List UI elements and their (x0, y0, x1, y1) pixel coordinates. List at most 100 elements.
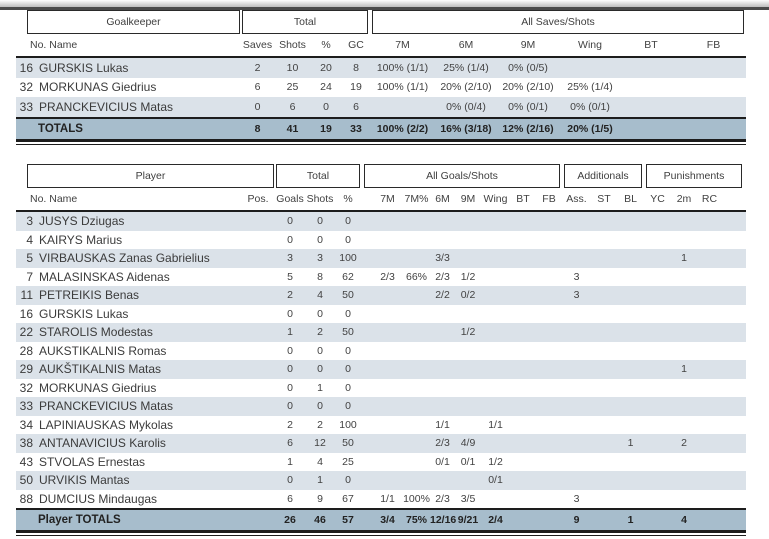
totals-row: Player TOTALS 26 46 57 3/4 75% 12/16 9/21 2/4 9 1 4 (16, 508, 746, 533)
totals-cell-saves: 8 (254, 122, 261, 135)
player-number: 33 (19, 399, 33, 414)
stat-cell-goals: 1 (287, 326, 293, 339)
player-number: 3 (26, 214, 33, 229)
player-name: GURSKIS Lukas (39, 306, 129, 321)
stat-cell-shots: 0 (317, 344, 323, 357)
column-header-wing: Wing (483, 193, 508, 205)
stat-cell-ass: 3 (573, 289, 580, 302)
player-name: MORKUNAS Giedrius (39, 380, 157, 395)
column-header-9m: 9M (460, 193, 476, 205)
stat-cell-pct: 50 (342, 289, 354, 302)
stat-cell-wing: 0% (0/1) (570, 100, 610, 113)
stat-cell-goals: 0 (287, 363, 293, 376)
player-name-cell: 29 AUKŠTIKALNIS Matas (16, 362, 242, 376)
totals-cell-goals: 26 (284, 514, 296, 526)
stat-cell-pct: 67 (342, 492, 354, 505)
stat-cell-shots: 10 (286, 61, 299, 74)
player-name: GURSKIS Lukas (39, 60, 129, 75)
group-cell: Goalkeeper (16, 10, 240, 34)
player-number: 4 (26, 232, 33, 247)
player-name: VIRBAUSKAS Zanas Gabrielius (39, 251, 210, 266)
stat-cell-saves: 0 (254, 100, 261, 113)
stat-cell-pct: 100 (339, 252, 357, 265)
stat-cell-shots: 0 (317, 215, 323, 228)
stat-cell-pct: 50 (342, 437, 354, 450)
stat-cell-goals: 1 (287, 455, 293, 468)
stat-cell-6m: 0/1 (435, 455, 450, 468)
stat-cell-shots: 3 (317, 252, 323, 265)
stat-cell-pct: 0 (345, 400, 351, 413)
table-row: 16 GURSKIS Lukas 0 0 0 (16, 305, 746, 324)
totals-cell-pct: 19 (320, 122, 332, 135)
player-name-cell: 33 PRANCKEVICIUS Matas (16, 100, 240, 114)
stat-cell-9m: 3/5 (460, 492, 476, 505)
player-name: KAIRYS Marius (39, 232, 123, 247)
stat-cell-saves: 2 (254, 61, 261, 74)
totals-cell-6m: 16% (3/18) (440, 122, 492, 135)
player-number: 32 (19, 380, 33, 395)
player-name-cell: 16 GURSKIS Lukas (16, 307, 242, 321)
player-number: 28 (19, 343, 33, 358)
stat-cell-6m: 2/3 (435, 270, 450, 283)
player-name: PETREIKIS Benas (39, 288, 140, 303)
stat-cell-pct: 20 (320, 61, 332, 74)
stat-cell-pct: 0 (345, 307, 351, 320)
column-header-7m: 7M (395, 39, 410, 51)
stat-cell-9m: 1/2 (460, 270, 476, 283)
header-group-row: Player Total All Goals/Shots Additionals Pun… (16, 164, 746, 188)
player-number: 43 (19, 454, 33, 469)
table-row: 3 JUSYS Dziugas 0 0 0 (16, 212, 746, 231)
player-number: 38 (19, 436, 33, 451)
stat-cell-pct: 0 (345, 363, 351, 376)
double-rule-line (16, 143, 746, 145)
group-header-total: Total (242, 10, 368, 34)
table-row: 5 VIRBAUSKAS Zanas Gabrielius 3 3 100 3/3 1 (16, 249, 746, 268)
table-row: 34 LAPINIAUSKAS Mykolas 2 2 100 1/1 1/1 (16, 416, 746, 435)
stat-cell-pct: 0 (345, 381, 351, 394)
stat-cell-2m: 1 (681, 363, 687, 376)
column-header-wing: Wing (578, 39, 602, 51)
player-name-cell: 16 GURSKIS Lukas (16, 61, 240, 75)
player-table: Player Total All Goals/Shots Additionals Pun… (16, 164, 746, 536)
column-header-saves: Saves (242, 39, 273, 51)
column-header-7m: 7M (380, 193, 395, 205)
group-header-additionals: Additionals (564, 164, 642, 188)
totals-cell-7m-pct: 75% (405, 514, 427, 526)
player-name: ANTANAVICIUS Karolis (39, 436, 166, 451)
stat-cell-goals: 0 (287, 344, 293, 357)
stat-cell-goals: 3 (287, 252, 293, 265)
group-header-goalkeeper: Goalkeeper (27, 10, 240, 34)
column-header-7m-pct: 7M% (404, 193, 429, 205)
player-name-cell: 88 DUMCIUS Mindaugas (16, 492, 242, 506)
stat-cell-goals: 0 (287, 381, 293, 394)
column-header-yc: YC (650, 193, 665, 205)
stat-cell-9m: 0% (0/5) (508, 61, 548, 74)
totals-cell-9m: 12% (2/16) (502, 122, 554, 135)
player-name-cell: 28 AUKSTIKALNIS Romas (16, 344, 242, 358)
group-cell: Total (274, 164, 362, 188)
group-cell: Additionals (562, 164, 644, 188)
stat-cell-7m: 100% (1/1) (376, 61, 429, 74)
stat-cell-gc: 8 (353, 61, 359, 74)
stat-cell-shots: 0 (317, 233, 323, 246)
stat-cell-6m: 20% (2/10) (440, 81, 492, 94)
stat-cell-shots: 0 (317, 400, 323, 413)
stat-cell-7m: 1/1 (380, 492, 395, 505)
stat-cell-shots: 4 (317, 455, 323, 468)
group-header-punishments: Punishments (646, 164, 742, 188)
table-row: 4 KAIRYS Marius 0 0 0 (16, 231, 746, 250)
totals-cell-6m: 12/16 (430, 514, 457, 526)
stat-cell-ass: 3 (573, 492, 580, 505)
player-name-cell: 32 MORKUNAS Giedrius (16, 381, 242, 395)
player-name: PRANCKEVICIUS Matas (39, 99, 174, 114)
totals-cell-shots: 46 (314, 514, 326, 526)
player-name: STAROLIS Modestas (39, 325, 153, 340)
stat-cell-pct: 0 (345, 474, 351, 487)
player-name-cell: 7 MALASINSKAS Aidenas (16, 270, 242, 284)
table-row: 32 MORKUNAS Giedrius 6 25 24 19 100% (1/1) 20% … (16, 78, 746, 98)
stat-cell-6m: 2/3 (435, 437, 450, 450)
column-header-shots: Shots (279, 39, 306, 51)
column-header-ass: Ass. (566, 193, 587, 205)
stat-cell-wing: 1/2 (488, 455, 503, 468)
